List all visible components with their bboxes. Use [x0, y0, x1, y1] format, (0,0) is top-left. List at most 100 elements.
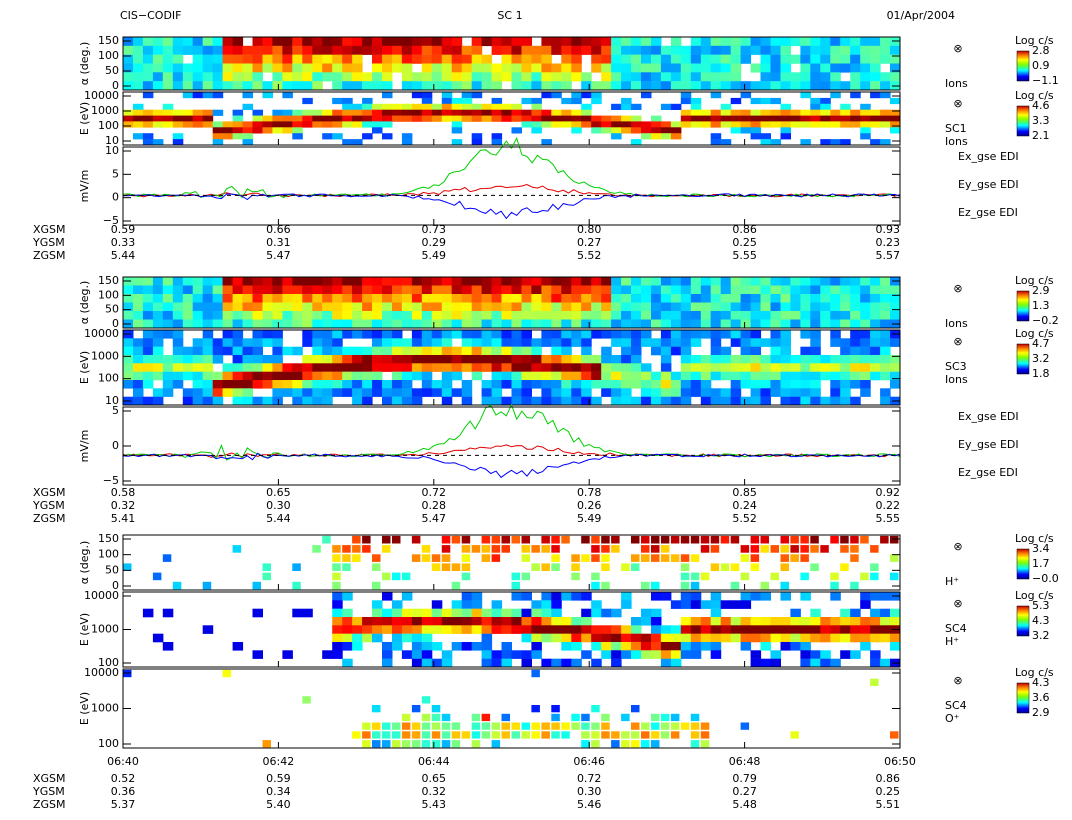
spectrogram-cell	[690, 294, 702, 303]
spectrogram-cell	[451, 722, 461, 730]
spectrogram-cell	[621, 97, 632, 105]
spectrogram-cell	[860, 285, 871, 295]
spectrogram-cell	[591, 355, 602, 364]
spectrogram-cell	[441, 115, 453, 122]
spectrogram-cell	[172, 371, 184, 381]
spectrogram-cell	[531, 311, 542, 320]
spectrogram-cell	[431, 388, 443, 397]
spectrogram-cell	[352, 535, 361, 544]
spectrogram-cell	[292, 302, 303, 312]
spectrogram-cell	[551, 658, 562, 668]
spectrogram-cell	[810, 380, 821, 389]
spectrogram-cell	[451, 72, 463, 82]
spectrogram-cell	[242, 311, 253, 320]
spectrogram-cell	[372, 380, 383, 389]
spectrogram-cell	[382, 302, 393, 312]
spectrogram-cell	[571, 388, 582, 397]
spectrogram-cell	[660, 363, 672, 372]
spectrogram-cell	[451, 740, 461, 748]
colorbar-label: 3.6	[1032, 691, 1050, 704]
side-label: ⊗	[953, 674, 962, 687]
spectrogram-cell	[870, 285, 881, 295]
spectrogram-cell	[660, 713, 670, 722]
spectrogram-cell	[172, 109, 184, 116]
spectrogram-cell	[660, 625, 672, 634]
spectrogram-cell	[780, 72, 791, 82]
spectrogram-cell	[740, 37, 752, 47]
spectrogram-cell	[770, 63, 781, 73]
spectrogram-cell	[411, 37, 423, 47]
spectrogram-cell	[541, 371, 552, 381]
spectrogram-cell	[232, 54, 244, 64]
spectrogram-cell	[262, 92, 273, 99]
spectrogram-cell	[750, 319, 762, 329]
spectrogram-cell	[611, 388, 622, 397]
spectrogram-cell	[571, 63, 582, 73]
spectrogram-cell	[441, 554, 451, 562]
spectrogram-cell	[441, 563, 451, 571]
spectrogram-cell	[142, 115, 154, 122]
spectrogram-cell	[162, 380, 174, 389]
colorbar	[1016, 682, 1030, 714]
spectrogram-cell	[392, 740, 401, 748]
spectrogram-cell	[352, 294, 363, 303]
spectrogram-cell	[133, 277, 144, 286]
spectrogram-cell	[152, 319, 164, 329]
spectrogram-cell	[521, 545, 530, 553]
spectrogram-cell	[571, 592, 582, 601]
spectrogram-cell	[262, 572, 271, 581]
spectrogram-cell	[830, 380, 841, 389]
spectrogram-cell	[541, 608, 552, 618]
spectrogram-cell	[880, 617, 891, 626]
spectrogram-cell	[760, 535, 769, 544]
spectrogram-cell	[262, 45, 273, 55]
spectrogram-cell	[850, 54, 861, 64]
spectrogram-cell	[531, 669, 540, 678]
spectrogram-cell	[222, 294, 234, 303]
spectrogram-cell	[302, 311, 313, 320]
spectrogram-cell	[133, 103, 144, 110]
orbit-value: 5.41	[111, 512, 136, 525]
spectrogram-cell	[601, 54, 612, 64]
spectrogram-cell	[770, 302, 781, 312]
spectrogram-cell	[252, 355, 263, 364]
spectrogram-cell	[382, 72, 393, 82]
spectrogram-cell	[870, 63, 881, 73]
spectrogram-cell	[401, 311, 413, 320]
spectrogram-cell	[441, 330, 453, 339]
field-trace	[122, 403, 901, 461]
spectrogram-cell	[322, 302, 333, 312]
spectrogram-cell	[421, 731, 431, 739]
colorbar-label: 3.2	[1032, 629, 1050, 642]
spectrogram-cell	[551, 363, 562, 372]
side-label: Ions	[945, 77, 968, 90]
spectrogram-cell	[830, 355, 841, 364]
spectrogram-cell	[800, 330, 811, 339]
spectrogram-cell	[362, 302, 373, 312]
orbit-value: 5.43	[422, 798, 447, 811]
spectrogram-cell	[133, 338, 144, 347]
spectrogram-cell	[342, 37, 353, 47]
spectrogram-cell	[232, 133, 244, 140]
spectrogram-cell	[123, 669, 132, 678]
spectrogram-cell	[142, 311, 154, 320]
spectrogram-cell	[501, 72, 512, 82]
spectrogram-cell	[700, 121, 712, 128]
spectrogram-cell	[133, 355, 144, 364]
spectrogram-cell	[302, 363, 313, 372]
spectrogram-cell	[601, 633, 612, 643]
spectrogram-cell	[750, 396, 762, 406]
spectrogram-cell	[123, 563, 132, 571]
spectrogram-cell	[401, 388, 413, 397]
spectrogram-cell	[730, 54, 742, 64]
spectrogram-cell	[850, 363, 861, 372]
spectrogram-cell	[621, 338, 632, 347]
spectrogram-cell	[750, 545, 760, 553]
spectrogram-cell	[382, 285, 393, 295]
spectrogram-cell	[123, 380, 134, 389]
spectrogram-cell	[411, 294, 423, 303]
spectrogram-cell	[521, 63, 532, 73]
spectrogram-cell	[202, 330, 214, 339]
spectrogram-cell	[651, 319, 662, 329]
spectrogram-cell	[441, 338, 453, 347]
